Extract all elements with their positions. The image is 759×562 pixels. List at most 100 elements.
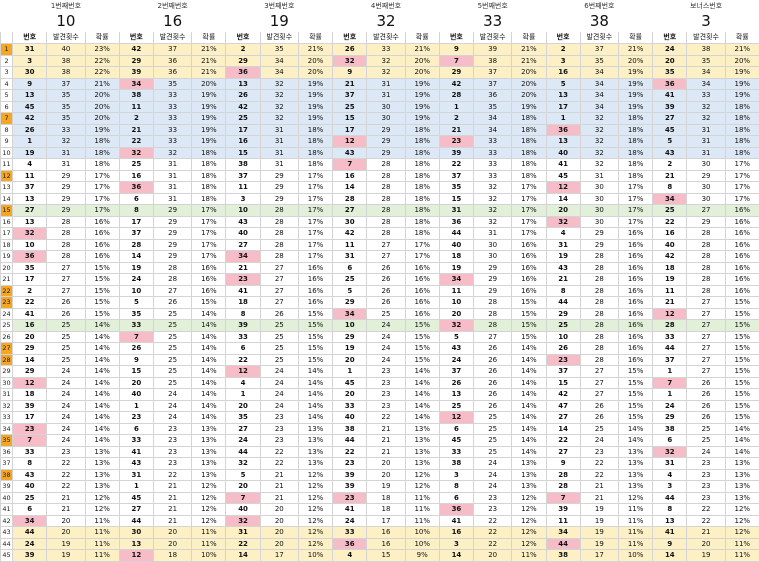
number-cell[interactable]: 31 bbox=[653, 458, 687, 470]
probability-cell[interactable]: 10% bbox=[405, 538, 439, 550]
number-cell[interactable]: 26 bbox=[439, 377, 473, 389]
count-cell[interactable]: 35 bbox=[47, 101, 85, 113]
probability-cell[interactable]: 15% bbox=[618, 412, 652, 424]
column-header[interactable]: 발견횟수 bbox=[260, 32, 298, 44]
probability-cell[interactable]: 13% bbox=[298, 435, 332, 447]
number-cell[interactable]: 14 bbox=[546, 423, 580, 435]
row-number[interactable]: 30 bbox=[1, 377, 13, 389]
number-cell[interactable]: 21 bbox=[546, 274, 580, 286]
probability-cell[interactable]: 21% bbox=[725, 44, 759, 56]
probability-cell[interactable]: 16% bbox=[618, 343, 652, 355]
number-cell[interactable]: 23 bbox=[13, 423, 47, 435]
count-cell[interactable]: 21 bbox=[153, 492, 191, 504]
count-cell[interactable]: 24 bbox=[260, 377, 298, 389]
probability-cell[interactable]: 17% bbox=[192, 228, 226, 240]
probability-cell[interactable]: 14% bbox=[85, 354, 119, 366]
probability-cell[interactable]: 15% bbox=[725, 331, 759, 343]
number-cell[interactable]: 36 bbox=[439, 216, 473, 228]
number-cell[interactable]: 34 bbox=[546, 527, 580, 539]
count-cell[interactable]: 33 bbox=[153, 124, 191, 136]
count-cell[interactable]: 18 bbox=[153, 550, 191, 562]
number-cell[interactable]: 11 bbox=[119, 101, 153, 113]
number-cell[interactable]: 6 bbox=[226, 343, 260, 355]
count-cell[interactable]: 25 bbox=[47, 320, 85, 332]
probability-cell[interactable]: 19% bbox=[405, 78, 439, 90]
number-cell[interactable]: 29 bbox=[439, 67, 473, 79]
count-cell[interactable]: 35 bbox=[474, 101, 512, 113]
probability-cell[interactable]: 15% bbox=[512, 331, 546, 343]
count-cell[interactable]: 29 bbox=[153, 205, 191, 217]
probability-cell[interactable]: 14% bbox=[192, 377, 226, 389]
probability-cell[interactable]: 15% bbox=[85, 285, 119, 297]
count-cell[interactable]: 29 bbox=[153, 239, 191, 251]
count-cell[interactable]: 25 bbox=[153, 320, 191, 332]
probability-cell[interactable]: 18% bbox=[512, 113, 546, 125]
count-cell[interactable]: 27 bbox=[687, 366, 725, 378]
number-cell[interactable]: 28 bbox=[653, 320, 687, 332]
probability-cell[interactable]: 12% bbox=[405, 469, 439, 481]
probability-cell[interactable]: 18% bbox=[405, 216, 439, 228]
count-cell[interactable]: 31 bbox=[367, 78, 405, 90]
count-cell[interactable]: 38 bbox=[47, 67, 85, 79]
row-number[interactable]: 36 bbox=[1, 446, 13, 458]
number-cell[interactable]: 18 bbox=[439, 251, 473, 263]
count-cell[interactable]: 17 bbox=[580, 550, 618, 562]
column-header[interactable]: 번호 bbox=[119, 32, 153, 44]
number-cell[interactable]: 21 bbox=[653, 170, 687, 182]
probability-cell[interactable]: 17% bbox=[85, 193, 119, 205]
number-cell[interactable]: 26 bbox=[333, 44, 367, 56]
probability-cell[interactable]: 14% bbox=[405, 412, 439, 424]
number-cell[interactable]: 1 bbox=[653, 389, 687, 401]
probability-cell[interactable]: 12% bbox=[512, 492, 546, 504]
count-cell[interactable]: 26 bbox=[474, 343, 512, 355]
count-cell[interactable]: 16 bbox=[367, 527, 405, 539]
number-cell[interactable]: 33 bbox=[439, 446, 473, 458]
probability-cell[interactable]: 16% bbox=[512, 262, 546, 274]
probability-cell[interactable]: 14% bbox=[512, 354, 546, 366]
probability-cell[interactable]: 18% bbox=[85, 147, 119, 159]
count-cell[interactable]: 27 bbox=[580, 389, 618, 401]
number-cell[interactable]: 42 bbox=[653, 251, 687, 263]
probability-cell[interactable]: 13% bbox=[405, 435, 439, 447]
number-cell[interactable]: 20 bbox=[226, 400, 260, 412]
number-cell[interactable]: 2 bbox=[13, 285, 47, 297]
number-cell[interactable]: 16 bbox=[333, 170, 367, 182]
count-cell[interactable]: 29 bbox=[260, 182, 298, 194]
number-cell[interactable]: 41 bbox=[13, 308, 47, 320]
count-cell[interactable]: 23 bbox=[687, 469, 725, 481]
count-cell[interactable]: 19 bbox=[367, 481, 405, 493]
count-cell[interactable]: 39 bbox=[474, 44, 512, 56]
count-cell[interactable]: 32 bbox=[580, 159, 618, 171]
number-cell[interactable]: 22 bbox=[439, 159, 473, 171]
probability-cell[interactable]: 16% bbox=[725, 251, 759, 263]
probability-cell[interactable]: 15% bbox=[298, 331, 332, 343]
probability-cell[interactable]: 17% bbox=[512, 228, 546, 240]
count-cell[interactable]: 28 bbox=[580, 308, 618, 320]
count-cell[interactable]: 24 bbox=[153, 389, 191, 401]
probability-cell[interactable]: 10% bbox=[618, 550, 652, 562]
count-cell[interactable]: 25 bbox=[153, 354, 191, 366]
probability-cell[interactable]: 20% bbox=[725, 55, 759, 67]
number-cell[interactable]: 43 bbox=[226, 216, 260, 228]
number-cell[interactable]: 32 bbox=[226, 515, 260, 527]
count-cell[interactable]: 25 bbox=[153, 366, 191, 378]
count-cell[interactable]: 28 bbox=[367, 205, 405, 217]
number-cell[interactable]: 39 bbox=[13, 550, 47, 562]
count-cell[interactable]: 19 bbox=[47, 550, 85, 562]
probability-cell[interactable]: 19% bbox=[298, 113, 332, 125]
number-cell[interactable]: 9 bbox=[546, 458, 580, 470]
probability-cell[interactable]: 11% bbox=[85, 538, 119, 550]
number-cell[interactable]: 36 bbox=[546, 124, 580, 136]
probability-cell[interactable]: 19% bbox=[192, 124, 226, 136]
number-cell[interactable]: 24 bbox=[13, 538, 47, 550]
probability-cell[interactable]: 14% bbox=[298, 412, 332, 424]
count-cell[interactable]: 28 bbox=[260, 216, 298, 228]
number-cell[interactable]: 7 bbox=[546, 492, 580, 504]
number-cell[interactable]: 11 bbox=[13, 170, 47, 182]
count-cell[interactable]: 33 bbox=[47, 124, 85, 136]
count-cell[interactable]: 16 bbox=[367, 538, 405, 550]
count-cell[interactable]: 25 bbox=[474, 446, 512, 458]
number-cell[interactable]: 14 bbox=[653, 550, 687, 562]
number-cell[interactable]: 23 bbox=[546, 354, 580, 366]
probability-cell[interactable]: 16% bbox=[85, 251, 119, 263]
